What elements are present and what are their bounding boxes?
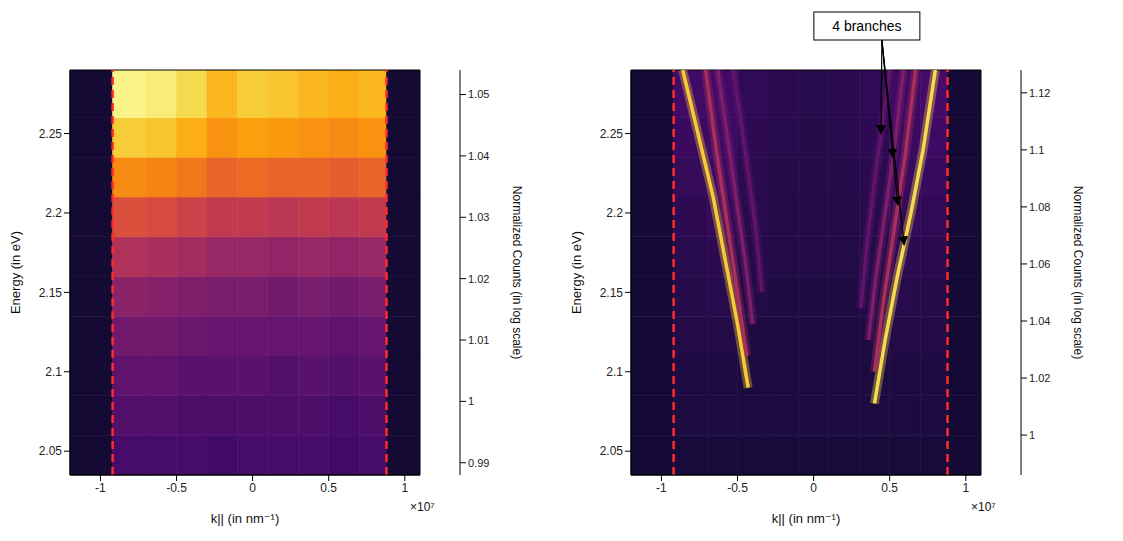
svg-text:-0.5: -0.5 xyxy=(727,481,748,495)
svg-text:1.06: 1.06 xyxy=(1029,258,1050,270)
svg-text:Normalized Counts (in log scal: Normalized Counts (in log scale) xyxy=(510,186,524,359)
svg-text:1.01: 1.01 xyxy=(468,334,489,346)
svg-text:-0.5: -0.5 xyxy=(166,481,187,495)
svg-text:2.25: 2.25 xyxy=(39,127,63,141)
svg-text:1.05: 1.05 xyxy=(468,88,489,100)
svg-text:1.02: 1.02 xyxy=(1029,372,1050,384)
svg-text:Normalized Counts (in log scal: Normalized Counts (in log scale) xyxy=(1071,186,1085,359)
svg-text:1: 1 xyxy=(401,481,408,495)
svg-text:2.05: 2.05 xyxy=(39,444,63,458)
svg-text:-1: -1 xyxy=(656,481,667,495)
svg-text:1: 1 xyxy=(962,481,969,495)
svg-text:1: 1 xyxy=(468,395,474,407)
svg-text:0: 0 xyxy=(249,481,256,495)
svg-text:2.15: 2.15 xyxy=(39,286,63,300)
svg-text:1: 1 xyxy=(1029,429,1035,441)
svg-text:2.1: 2.1 xyxy=(606,365,623,379)
svg-text:1.04: 1.04 xyxy=(1029,315,1050,327)
svg-text:2.25: 2.25 xyxy=(600,127,624,141)
svg-text:0.5: 0.5 xyxy=(320,481,337,495)
svg-text:1.08: 1.08 xyxy=(1029,201,1050,213)
svg-text:1.12: 1.12 xyxy=(1029,87,1050,99)
svg-text:1.04: 1.04 xyxy=(468,150,489,162)
svg-text:k|| (in nm⁻¹): k|| (in nm⁻¹) xyxy=(772,511,841,526)
svg-text:1.1: 1.1 xyxy=(1029,144,1044,156)
svg-text:0: 0 xyxy=(810,481,817,495)
svg-text:0.99: 0.99 xyxy=(468,457,489,469)
svg-text:1.03: 1.03 xyxy=(468,211,489,223)
svg-text:×10⁷: ×10⁷ xyxy=(971,500,996,514)
svg-text:2.2: 2.2 xyxy=(45,206,62,220)
svg-text:2.1: 2.1 xyxy=(45,365,62,379)
svg-text:0.5: 0.5 xyxy=(881,481,898,495)
svg-text:2.05: 2.05 xyxy=(600,444,624,458)
svg-text:1.02: 1.02 xyxy=(468,273,489,285)
svg-text:Energy (in eV): Energy (in eV) xyxy=(569,231,584,314)
svg-text:Energy (in eV): Energy (in eV) xyxy=(8,231,23,314)
svg-text:×10⁷: ×10⁷ xyxy=(410,500,435,514)
svg-text:k|| (in nm⁻¹): k|| (in nm⁻¹) xyxy=(211,511,280,526)
svg-text:4 branches: 4 branches xyxy=(832,18,901,34)
svg-text:2.15: 2.15 xyxy=(600,286,624,300)
svg-text:-1: -1 xyxy=(95,481,106,495)
svg-text:2.2: 2.2 xyxy=(606,206,623,220)
